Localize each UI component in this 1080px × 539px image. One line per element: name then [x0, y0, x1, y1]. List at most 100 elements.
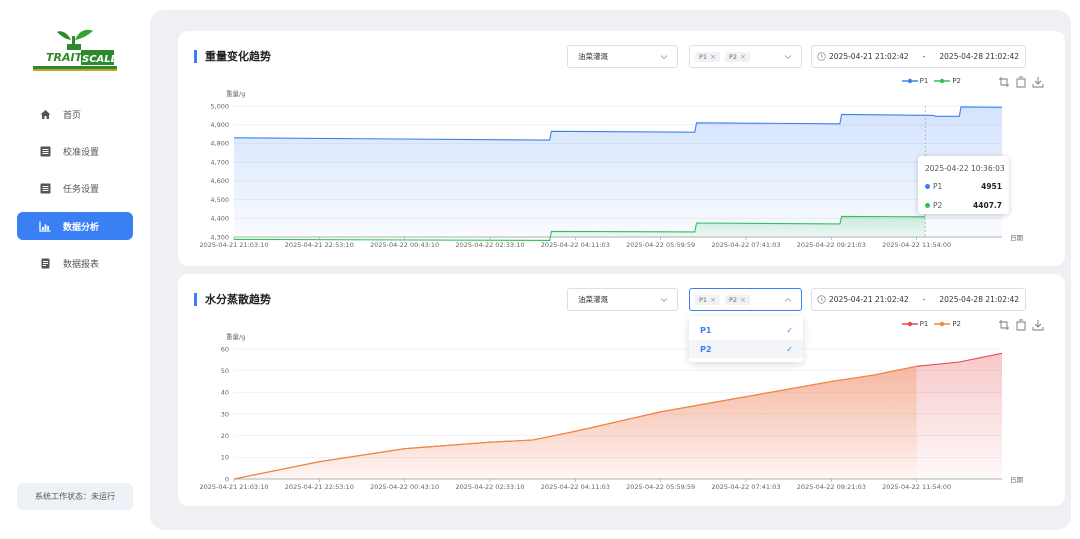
dropdown-option-p1[interactable]: P1 ✓ [689, 321, 803, 339]
tooltip-series-value: 4951 [981, 182, 1002, 191]
legend-item-p2[interactable]: P2 [934, 320, 961, 328]
x-tick-label: 2025-04-22 00:43:10 [370, 241, 439, 249]
x-tick-label: 2025-04-21 21:03:10 [199, 241, 268, 249]
dropdown-option-p2[interactable]: P2 ✓ [689, 340, 803, 358]
close-icon[interactable]: × [710, 295, 716, 304]
card-title: 水分蒸散趋势 [194, 292, 271, 306]
y-axis-label: 重量/g [226, 90, 245, 98]
x-tick-label: 2025-04-22 11:54:00 [882, 483, 951, 491]
date-separator: - [922, 295, 926, 304]
date-start: 2025-04-21 21:02:42 [829, 295, 909, 304]
sidebar-item-data-analysis[interactable]: 数据分析 [17, 212, 133, 240]
y-tick-label: 30 [221, 410, 229, 418]
tooltip-row-p1: P1 4951 [925, 182, 1002, 191]
chevron-down-icon [659, 52, 669, 62]
crop-select-value: 油菜灌溉 [578, 52, 608, 61]
sidebar-item-home[interactable]: 首页 [17, 100, 133, 128]
y-tick-label: 20 [221, 432, 229, 440]
x-tick-label: 2025-04-22 04:11:03 [541, 241, 610, 249]
y-tick-label: 0 [225, 475, 229, 483]
system-status: 系统工作状态：未运行 [17, 483, 133, 510]
weight-trend-chart[interactable]: 重量/g 4,300 4,400 4,500 4,600 4,700 4,800 4,900 5… [178, 31, 1065, 266]
x-tick-label: 2025-04-22 11:54:00 [882, 241, 951, 249]
series-dot [925, 203, 930, 208]
tag-p1[interactable]: P1 × [695, 51, 720, 62]
x-tick-label: 2025-04-21 21:03:10 [199, 483, 268, 491]
x-tick-label: 2025-04-22 04:11:03 [541, 483, 610, 491]
y-tick-label: 60 [221, 345, 229, 353]
svg-text:SCALE: SCALE [82, 54, 118, 65]
series-line-p2 [233, 215, 926, 241]
sidebar-item-label: 首页 [63, 110, 82, 121]
svg-text:TRAIT: TRAIT [46, 51, 84, 64]
tooltip-series-name: P2 [933, 201, 943, 210]
sidebar-item-task-settings[interactable]: 任务设置 [17, 174, 133, 202]
date-range-picker[interactable]: 2025-04-21 21:02:42 - 2025-04-28 21:02:4… [811, 288, 1026, 311]
restore-icon[interactable] [1015, 76, 1027, 88]
zoom-icon[interactable] [998, 319, 1010, 331]
chart-legend: P1 P2 [896, 77, 961, 85]
download-icon[interactable] [1032, 319, 1044, 331]
crop-select-value: 油菜灌溉 [578, 295, 608, 304]
y-tick-label: 5,000 [210, 102, 229, 110]
chart-toolbox [993, 319, 1044, 331]
sidebar-item-data-report[interactable]: 数据报表 [17, 249, 133, 277]
sidebar-item-calibration[interactable]: 校准设置 [17, 137, 133, 165]
legend-label: P2 [952, 320, 961, 328]
series-line-p1 [233, 106, 1003, 141]
y-tick-label: 4,900 [210, 121, 229, 129]
sidebar-item-label: 校准设置 [63, 147, 100, 158]
restore-icon[interactable] [1015, 319, 1027, 331]
date-end: 2025-04-28 21:02:42 [939, 52, 1020, 61]
x-tick-label: 2025-04-22 07:41:03 [711, 483, 780, 491]
sidebar-item-label: 任务设置 [63, 184, 100, 195]
evapotranspiration-card: 水分蒸散趋势 油菜灌溉 P1 × P2 × 2025-04-21 21:02:42 … [178, 274, 1065, 506]
y-tick-label: 4,400 [210, 215, 229, 223]
chart-legend: P1 P2 [896, 320, 961, 328]
tag-p1[interactable]: P1 × [695, 294, 720, 305]
sidebar: TRAIT SCALE 首页 校准设置 任务设置 [0, 0, 150, 539]
list-icon [39, 182, 51, 194]
document-icon [39, 257, 51, 269]
weight-trend-card: 重量变化趋势 油菜灌溉 P1 × P2 × 2025-04-21 21:02:42 … [178, 31, 1065, 266]
crop-select[interactable]: 油菜灌溉 [567, 45, 678, 68]
series-multiselect[interactable]: P1 × P2 × [689, 45, 802, 68]
tag-p2[interactable]: P2 × [724, 51, 750, 62]
y-tick-label: 4,300 [210, 233, 229, 241]
evapotranspiration-chart[interactable]: 重量/g 0 10 20 30 40 50 60 2025-04-21 21:03:10 2025… [178, 274, 1065, 506]
sidebar-item-label: 数据报表 [63, 259, 100, 270]
legend-item-p1[interactable]: P1 [901, 77, 928, 85]
download-icon[interactable] [1032, 76, 1044, 88]
close-icon[interactable]: × [740, 295, 746, 304]
clock-icon [817, 295, 826, 304]
close-icon[interactable]: × [710, 52, 716, 61]
legend-item-p2[interactable]: P2 [934, 77, 961, 85]
series-area-p2 [234, 366, 917, 479]
chart-toolbox [993, 76, 1044, 88]
check-icon: ✓ [786, 344, 793, 354]
x-tick-label: 2025-04-21 22:53:10 [285, 241, 354, 249]
chevron-up-icon [783, 295, 793, 305]
x-tick-label: 2025-04-22 05:59:59 [626, 241, 695, 249]
x-tick-label: 2025-04-22 09:21:03 [797, 241, 866, 249]
x-tick-label: 2025-04-22 09:21:03 [797, 483, 866, 491]
date-range-picker[interactable]: 2025-04-21 21:02:42 - 2025-04-28 21:02:4… [811, 45, 1026, 68]
legend-item-p1[interactable]: P1 [901, 320, 928, 328]
series-multiselect[interactable]: P1 × P2 × [689, 288, 802, 311]
bar-chart-icon [39, 220, 51, 232]
y-axis-label: 重量/g [226, 333, 245, 341]
crop-select[interactable]: 油菜灌溉 [567, 288, 678, 311]
y-tick-label: 4,500 [210, 196, 229, 204]
tooltip-series-name: P1 [933, 182, 943, 191]
tag-p2[interactable]: P2 × [724, 294, 750, 305]
sidebar-item-label: 数据分析 [63, 222, 100, 233]
main-content: 重量变化趋势 油菜灌溉 P1 × P2 × 2025-04-21 21:02:42 … [150, 10, 1071, 530]
close-icon[interactable]: × [740, 52, 746, 61]
tooltip-series-value: 4407.7 [973, 201, 1002, 210]
series-dot [925, 184, 930, 189]
zoom-icon[interactable] [998, 76, 1010, 88]
series-area-p2 [234, 216, 926, 241]
home-icon [39, 108, 51, 120]
x-tick-label: 2025-04-21 22:53:10 [285, 483, 354, 491]
